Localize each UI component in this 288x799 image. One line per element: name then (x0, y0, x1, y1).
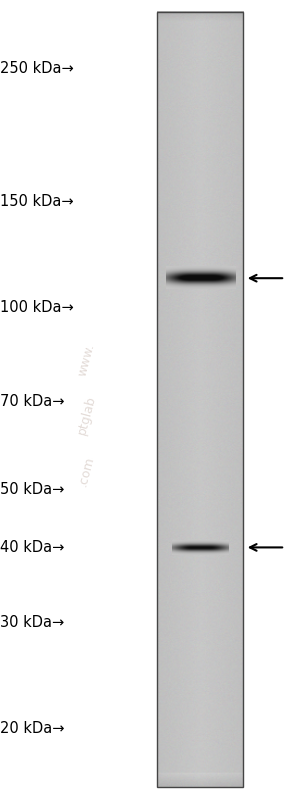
Text: www.: www. (76, 342, 97, 377)
Text: 50 kDa→: 50 kDa→ (0, 482, 65, 496)
Text: 20 kDa→: 20 kDa→ (0, 721, 65, 736)
Text: 150 kDa→: 150 kDa→ (0, 194, 74, 209)
Text: 250 kDa→: 250 kDa→ (0, 61, 74, 76)
Text: .com: .com (76, 455, 97, 488)
Text: 100 kDa→: 100 kDa→ (0, 300, 74, 316)
Text: 70 kDa→: 70 kDa→ (0, 394, 65, 408)
Text: ptglab: ptglab (75, 395, 98, 436)
Bar (157, 12, 243, 787)
Text: 40 kDa→: 40 kDa→ (0, 540, 65, 555)
Text: 30 kDa→: 30 kDa→ (0, 615, 64, 630)
